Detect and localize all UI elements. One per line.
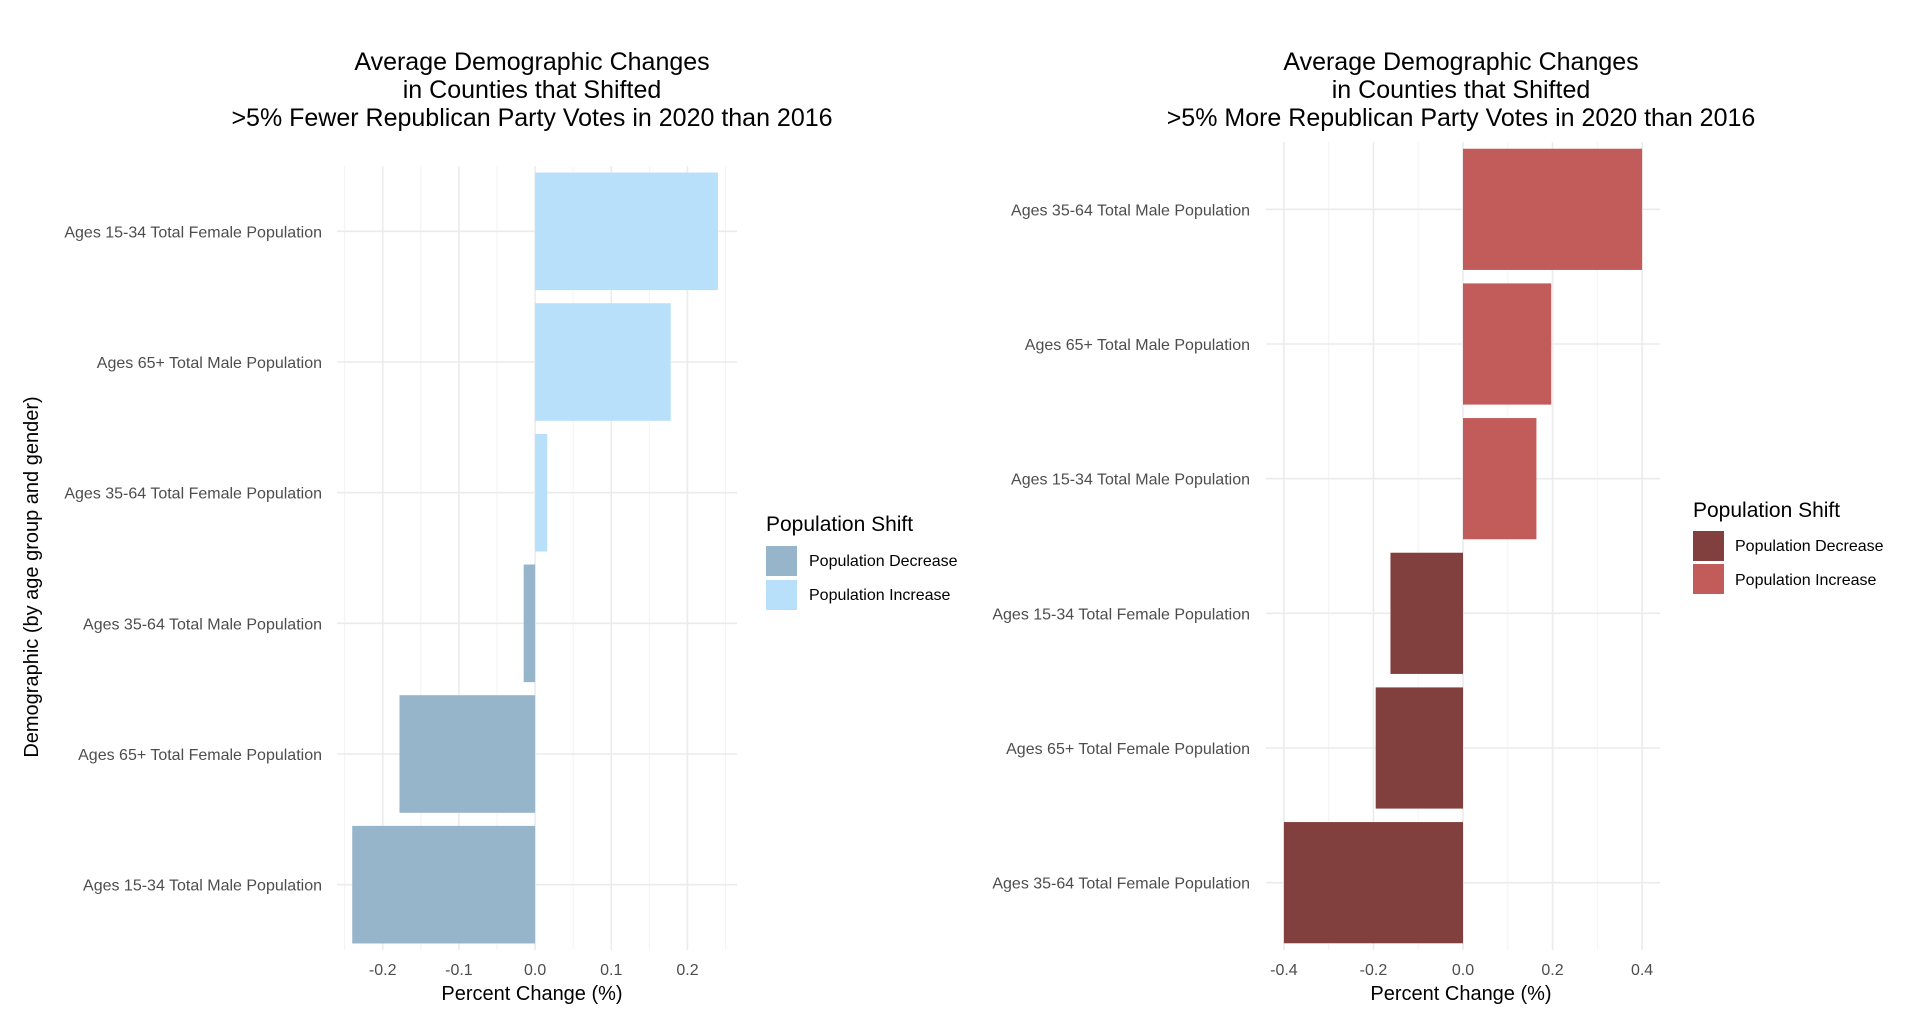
right-category-label: Ages 35-64 Total Male Population	[1011, 202, 1250, 219]
right-bar-ages-35-64-total-female-population	[1283, 822, 1463, 944]
right-category-label: Ages 15-34 Total Male Population	[1011, 472, 1250, 489]
left-bar-ages-35-64-total-female-population	[535, 433, 548, 552]
right-title-line-1: Average Demographic Changes	[1283, 48, 1638, 76]
left-category-labels: Ages 15-34 Total Female Population Ages 6…	[64, 224, 322, 894]
right-category-label: Ages 35-64 Total Female Population	[992, 876, 1250, 893]
left-x-tick-label: -0.1	[445, 962, 473, 979]
left-bar-ages-65plus-total-female-population	[399, 695, 536, 813]
right-legend-label-increase: Population Increase	[1735, 572, 1877, 589]
left-tick-labels: -0.2 -0.1 0.0 0.1 0.2	[369, 962, 699, 979]
chart-right: Average Demographic Changes in Counties …	[992, 48, 1883, 1005]
left-bars	[352, 172, 718, 944]
right-legend: Population Shift Population Decrease Pop…	[1693, 499, 1884, 594]
right-x-axis-title: Percent Change (%)	[1370, 983, 1551, 1005]
right-x-tick-label: 0.2	[1541, 962, 1563, 979]
right-x-tick-label: -0.4	[1270, 962, 1298, 979]
left-y-axis-title: Demographic (by age group and gender)	[21, 396, 43, 757]
left-legend-label-increase: Population Increase	[809, 587, 951, 604]
right-title: Average Demographic Changes in Counties …	[1167, 48, 1756, 132]
left-category-label: Ages 65+ Total Female Population	[78, 747, 322, 764]
left-category-label: Ages 15-34 Total Female Population	[64, 224, 322, 241]
left-bar-ages-35-64-total-male-population	[523, 564, 536, 683]
left-category-label: Ages 35-64 Total Male Population	[83, 616, 322, 633]
right-x-tick-label: -0.2	[1360, 962, 1388, 979]
left-x-tick-label: 0.2	[676, 962, 698, 979]
left-x-tick-label: -0.2	[369, 962, 397, 979]
right-bar-ages-35-64-total-male-population	[1463, 148, 1643, 270]
right-category-label: Ages 65+ Total Female Population	[1006, 741, 1250, 758]
left-title-line-2: in Counties that Shifted	[403, 76, 662, 104]
right-category-labels: Ages 35-64 Total Male Population Ages 65+…	[992, 202, 1250, 892]
right-bars	[1283, 148, 1643, 944]
left-legend-title: Population Shift	[766, 513, 913, 536]
right-tick-labels: -0.4 -0.2 0.0 0.2 0.4	[1270, 962, 1653, 979]
left-bar-ages-15-34-total-male-population	[352, 825, 536, 944]
left-category-label: Ages 65+ Total Male Population	[97, 355, 322, 372]
left-title: Average Demographic Changes in Counties …	[231, 48, 832, 132]
right-bar-ages-65plus-total-male-population	[1463, 283, 1552, 405]
left-x-tick-label: 0.1	[600, 962, 622, 979]
right-bar-ages-15-34-total-female-population	[1390, 552, 1463, 674]
left-bar-ages-65plus-total-male-population	[535, 303, 671, 421]
left-legend-swatch-decrease	[766, 546, 797, 576]
left-legend: Population Shift Population Decrease Pop…	[766, 513, 958, 610]
right-title-line-2: in Counties that Shifted	[1332, 76, 1591, 104]
left-x-tick-label: 0.0	[524, 962, 546, 979]
left-legend-label-decrease: Population Decrease	[809, 553, 958, 570]
right-x-tick-label: 0.0	[1452, 962, 1474, 979]
right-category-label: Ages 15-34 Total Female Population	[992, 606, 1250, 623]
left-title-line-1: Average Demographic Changes	[354, 48, 709, 76]
right-bar-ages-15-34-total-male-population	[1463, 418, 1537, 540]
left-category-label: Ages 15-34 Total Male Population	[83, 878, 322, 895]
right-legend-title: Population Shift	[1693, 499, 1840, 522]
left-x-axis-title: Percent Change (%)	[441, 983, 622, 1005]
right-bar-ages-65plus-total-female-population	[1375, 687, 1463, 809]
right-title-line-3: >5% More Republican Party Votes in 2020 …	[1167, 104, 1756, 132]
left-legend-swatch-increase	[766, 580, 797, 610]
left-title-line-3: >5% Fewer Republican Party Votes in 2020…	[231, 104, 832, 132]
right-legend-swatch-decrease	[1693, 531, 1724, 561]
right-category-label: Ages 65+ Total Male Population	[1025, 337, 1250, 354]
right-x-tick-label: 0.4	[1631, 962, 1653, 979]
right-legend-swatch-increase	[1693, 564, 1724, 594]
left-bar-ages-15-34-total-female-population	[535, 172, 718, 291]
chart-left: Average Demographic Changes in Counties …	[21, 48, 958, 1005]
left-category-label: Ages 35-64 Total Female Population	[64, 486, 322, 503]
right-legend-label-decrease: Population Decrease	[1735, 538, 1884, 555]
